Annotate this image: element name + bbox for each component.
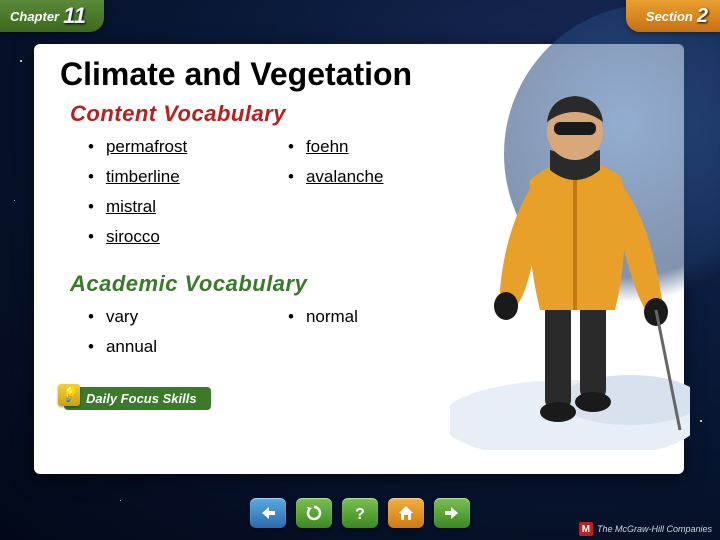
vocab-link-foehn[interactable]: foehn	[306, 137, 349, 157]
content-card: Climate and Vegetation Content Vocabular…	[34, 44, 684, 474]
top-bar: Chapter 11 Section 2	[0, 0, 720, 32]
vocab-item: •permafrost	[88, 137, 288, 157]
focus-badge-label: Daily Focus Skills	[86, 391, 197, 406]
nav-refresh-button[interactable]	[296, 498, 332, 528]
brand-logo-icon: M	[579, 522, 593, 536]
section-tab: Section 2	[626, 0, 720, 32]
academic-vocab-list: •vary •annual •normal	[88, 307, 658, 367]
nav-home-button[interactable]	[388, 498, 424, 528]
vocab-item: •avalanche	[288, 167, 488, 187]
vocab-term-normal: normal	[306, 307, 358, 327]
nav-forward-button[interactable]	[434, 498, 470, 528]
vocab-item: •vary	[88, 307, 288, 327]
svg-text:?: ?	[355, 506, 365, 522]
vocab-term-vary: vary	[106, 307, 138, 327]
chapter-number: 11	[63, 3, 86, 29]
vocab-link-sirocco[interactable]: sirocco	[106, 227, 160, 247]
vocab-link-avalanche[interactable]: avalanche	[306, 167, 384, 187]
arrow-right-icon	[443, 505, 461, 521]
nav-back-button[interactable]	[250, 498, 286, 528]
daily-focus-badge[interactable]: 💡 Daily Focus Skills	[64, 387, 211, 410]
nav-help-button[interactable]: ?	[342, 498, 378, 528]
vocab-item: •annual	[88, 337, 288, 357]
vocab-item: •normal	[288, 307, 488, 327]
earth-graphic	[504, 4, 720, 304]
refresh-icon	[305, 504, 323, 522]
vocab-term-annual: annual	[106, 337, 157, 357]
vocab-link-mistral[interactable]: mistral	[106, 197, 156, 217]
nav-bar: ?	[250, 498, 470, 528]
vocab-item: •sirocco	[88, 227, 288, 247]
vocab-link-permafrost[interactable]: permafrost	[106, 137, 187, 157]
section-label: Section	[646, 9, 693, 24]
home-icon	[397, 505, 415, 521]
section-number: 2	[697, 5, 708, 28]
brand-text: The McGraw-Hill Companies	[597, 524, 712, 534]
vocab-item: •foehn	[288, 137, 488, 157]
chapter-tab: Chapter 11	[0, 0, 104, 32]
lightbulb-icon: 💡	[58, 384, 80, 406]
vocab-item: •mistral	[88, 197, 288, 217]
vocab-link-timberline[interactable]: timberline	[106, 167, 180, 187]
arrow-left-icon	[259, 505, 277, 521]
vocab-item: •timberline	[88, 167, 288, 187]
chapter-label: Chapter	[10, 9, 59, 24]
question-icon: ?	[353, 504, 367, 522]
footer-brand: M The McGraw-Hill Companies	[579, 522, 712, 536]
